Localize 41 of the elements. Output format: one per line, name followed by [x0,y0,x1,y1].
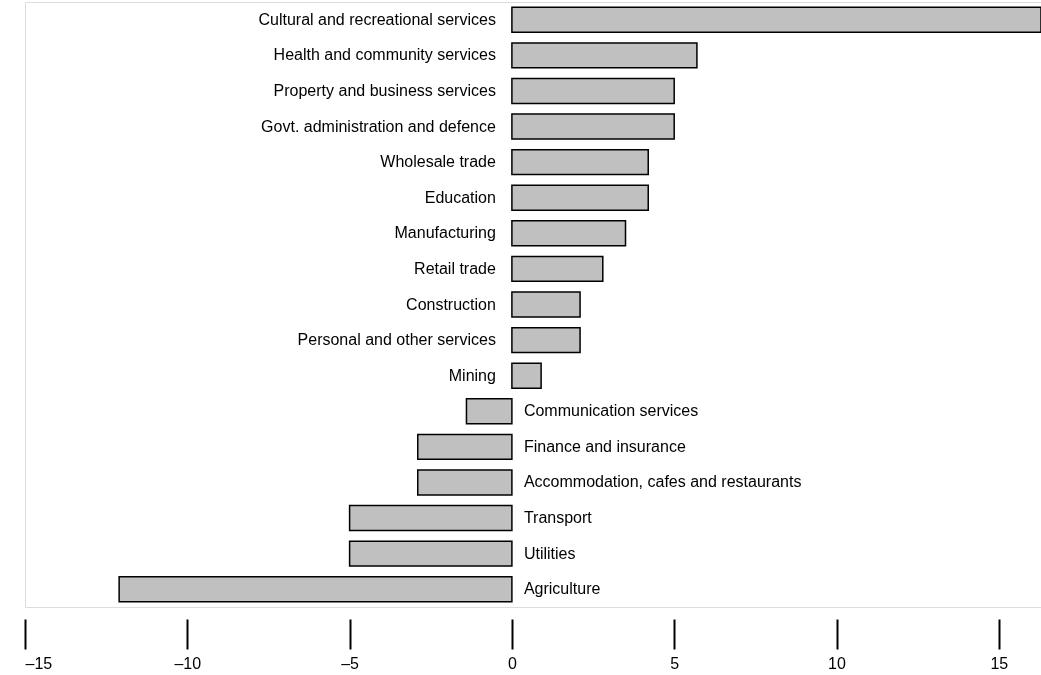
y-tick-label: Mining [448,366,496,384]
y-tick-label: Govt. administration and defence [261,117,496,135]
y-tick-label: Accommodation, cafes and restaurants [523,473,802,491]
bar [511,113,675,140]
bar [511,42,698,69]
x-tick-label: –5 [341,654,360,672]
bar [511,77,675,105]
x-tick-label: –15 [25,654,53,672]
y-tick-label: Education [424,188,496,206]
y-tick-label: Utilities [523,544,576,562]
y-tick-label: Agriculture [523,580,601,598]
bar [511,255,604,283]
y-tick-label: Communication services [523,402,699,420]
bar [118,576,513,603]
x-tick-label: 0 [507,654,517,672]
y-tick-label: Retail trade [414,259,496,277]
bar [465,398,513,425]
y-tick-label: Wholesale trade [380,153,496,171]
y-tick-label: Personal and other services [297,331,496,349]
y-tick-label: Health and community services [273,46,496,64]
bar [511,148,649,176]
x-tick-label: –10 [174,654,202,672]
bar [417,469,513,496]
y-tick-label: Transport [523,509,593,527]
y-tick-label: Construction [406,295,496,313]
y-tick-label: Property and business services [273,81,496,99]
y-tick-label: Cultural and recreational services [258,10,496,28]
bar [348,504,513,532]
y-tick-label: Manufacturing [394,224,496,242]
bar [511,6,1041,33]
bar [511,184,649,211]
x-tick-label: 10 [828,654,846,672]
bar [511,220,627,247]
x-tick-label: 15 [990,654,1009,672]
bar [417,433,513,461]
y-tick-label: Finance and insurance [523,437,686,455]
bar [511,291,581,318]
bar [511,362,542,389]
bar [511,326,581,354]
x-tick-label: 5 [670,654,680,672]
bar [348,540,513,567]
